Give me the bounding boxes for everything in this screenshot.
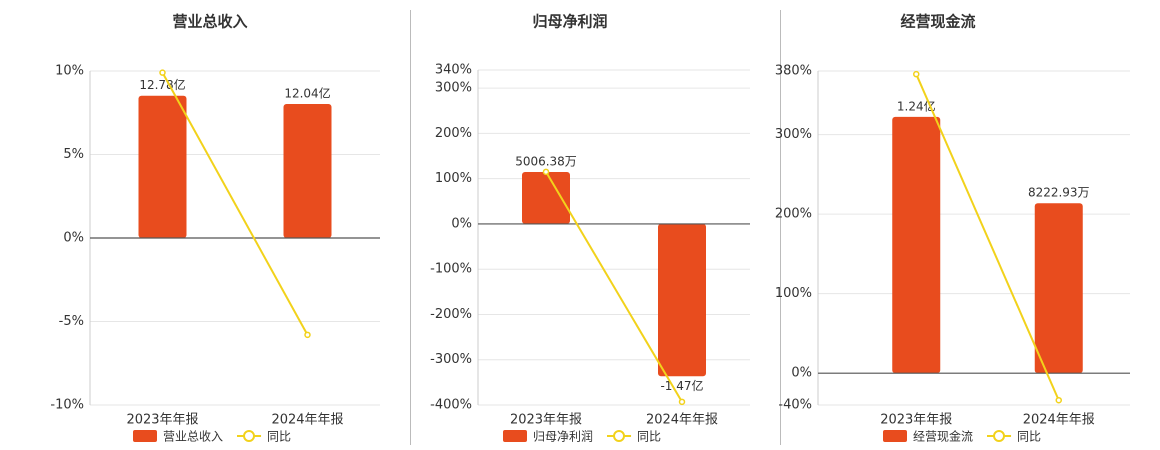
y-tick-label: 10% bbox=[55, 64, 84, 79]
y-tick-label: 100% bbox=[775, 286, 812, 301]
line-marker bbox=[304, 331, 311, 339]
chart-title: 归母净利润 bbox=[532, 13, 607, 31]
legend-label: 同比 bbox=[267, 430, 291, 444]
y-tick-label: -400% bbox=[430, 398, 472, 413]
y-tick-label: -300% bbox=[430, 352, 472, 367]
y-tick-label: 300% bbox=[435, 81, 472, 96]
line-marker bbox=[159, 69, 166, 76]
legend-swatch bbox=[503, 430, 527, 442]
line bbox=[161, 72, 309, 336]
legend-swatch bbox=[243, 430, 256, 442]
legend-label: 经营现金流 bbox=[913, 429, 973, 444]
line bbox=[545, 171, 683, 403]
bar bbox=[283, 103, 332, 238]
line-marker bbox=[913, 70, 920, 78]
y-tick-label: 0% bbox=[451, 216, 472, 231]
y-tick-label: 200% bbox=[775, 207, 812, 222]
x-tick-label: 2024年年报 bbox=[1023, 413, 1095, 428]
y-tick-label: 0% bbox=[63, 231, 84, 246]
y-tick-label: -200% bbox=[430, 307, 472, 322]
y-tick-label: 300% bbox=[775, 127, 812, 142]
data-label: 1.24亿 bbox=[897, 98, 936, 113]
y-tick-label: 380% bbox=[775, 64, 812, 79]
chart-title: 经营现金流 bbox=[900, 13, 975, 31]
data-label: 12.04亿 bbox=[284, 85, 330, 100]
bar bbox=[522, 172, 570, 224]
x-tick-label: 2023年年报 bbox=[510, 413, 582, 428]
legend-label: 营业总收入 bbox=[163, 430, 223, 444]
line-marker bbox=[1055, 396, 1062, 404]
x-tick-label: 2024年年报 bbox=[271, 413, 343, 428]
legend-swatch bbox=[613, 430, 626, 442]
bar bbox=[892, 116, 941, 374]
y-tick-label: 340% bbox=[435, 63, 472, 78]
x-tick-label: 2023年年报 bbox=[880, 413, 952, 428]
legend-label: 同比 bbox=[637, 430, 661, 444]
line-marker bbox=[542, 168, 550, 176]
x-tick-label: 2024年年报 bbox=[646, 413, 718, 428]
bar bbox=[138, 95, 187, 238]
legend-swatch bbox=[883, 430, 907, 442]
y-tick-label: -5% bbox=[59, 314, 84, 329]
y-tick-label: -40% bbox=[778, 398, 812, 413]
legend-swatch bbox=[993, 430, 1006, 442]
bar bbox=[658, 223, 706, 377]
y-tick-label: 0% bbox=[791, 366, 812, 381]
legend-swatch bbox=[133, 430, 157, 442]
data-label: 8222.93万 bbox=[1028, 186, 1090, 200]
data-label: -1.47亿 bbox=[660, 378, 703, 393]
line bbox=[915, 73, 1060, 401]
data-label: 5006.38万 bbox=[515, 155, 577, 169]
y-tick-label: 5% bbox=[63, 147, 84, 162]
chart-title: 营业总收入 bbox=[172, 13, 247, 31]
line-marker bbox=[678, 398, 686, 406]
y-tick-label: 100% bbox=[435, 171, 472, 186]
legend-label: 归母净利润 bbox=[533, 430, 593, 444]
y-tick-label: -10% bbox=[50, 398, 84, 413]
data-label: 12.78亿 bbox=[139, 77, 185, 92]
y-tick-label: -100% bbox=[430, 262, 472, 277]
y-tick-label: 200% bbox=[435, 126, 472, 141]
legend-label: 同比 bbox=[1017, 430, 1041, 444]
bar bbox=[1034, 203, 1083, 374]
x-tick-label: 2023年年报 bbox=[126, 413, 198, 428]
